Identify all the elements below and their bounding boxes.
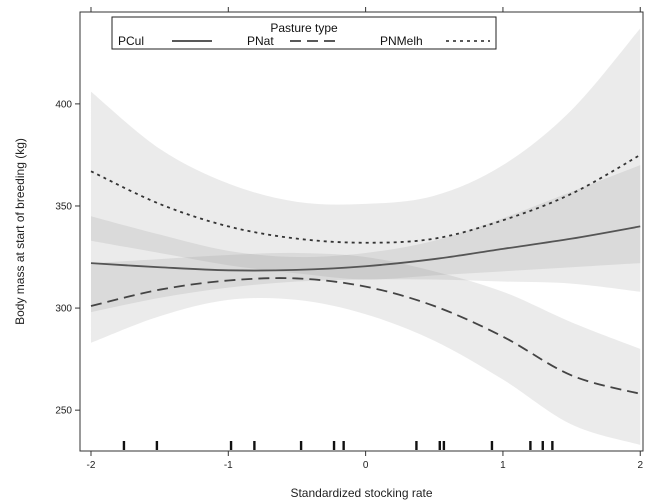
y-axis-label: Body mass at start of breeding (kg)	[13, 138, 27, 325]
rug-marks	[122, 441, 554, 450]
line-pnmelh	[90, 154, 641, 244]
series-lines	[90, 154, 641, 395]
x-tick-label-4: 2	[637, 460, 643, 471]
band-pcul	[90, 165, 641, 313]
top-axis-ticks	[90, 7, 641, 12]
y-tick-label-2: 350	[55, 201, 72, 212]
x-tick-label-1: -1	[224, 460, 233, 471]
x-tick-label-0: -2	[87, 460, 96, 471]
x-tick-label-3: 1	[500, 460, 506, 471]
y-axis: 250 300 350 400	[55, 99, 80, 417]
x-axis-label: Standardized stocking rate	[290, 486, 432, 500]
legend: Pasture type PCul PNat PNMelh	[111, 16, 497, 50]
y-tick-label-0: 250	[55, 406, 72, 417]
legend-label-pnat: PNat	[247, 34, 274, 48]
y-tick-label-1: 300	[55, 304, 72, 315]
y-tick-label-3: 400	[55, 99, 72, 110]
band-pnat	[90, 252, 641, 445]
legend-items: PCul PNat PNMelh	[118, 34, 490, 48]
band-pnmelh	[90, 28, 641, 280]
x-axis: -2 -1 0 1 2	[87, 451, 643, 471]
legend-box	[111, 16, 497, 50]
legend-label-pnmelh: PNMelh	[380, 34, 423, 48]
plot-frame	[79, 11, 644, 452]
legend-label-pcul: PCul	[118, 34, 144, 48]
line-pcul	[90, 225, 641, 272]
line-pnat	[90, 277, 641, 395]
confidence-bands	[90, 28, 641, 445]
legend-title: Pasture type	[270, 21, 338, 35]
x-tick-label-2: 0	[363, 460, 369, 471]
